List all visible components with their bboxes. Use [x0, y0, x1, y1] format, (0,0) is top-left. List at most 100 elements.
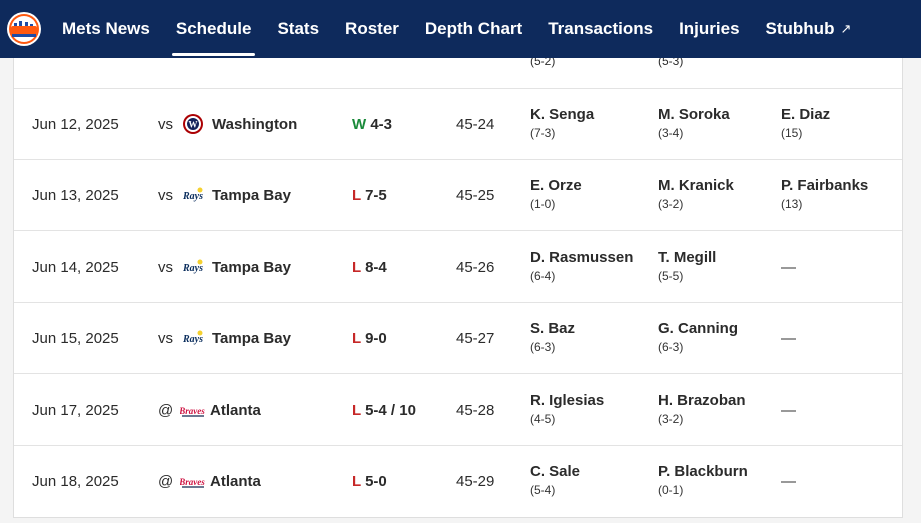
winning-pitcher-record: (6-3): [530, 340, 556, 354]
save-pitcher-name: P. Fairbanks: [781, 177, 869, 194]
nav-schedule[interactable]: Schedule: [171, 0, 256, 58]
external-link-icon: ↗: [840, 21, 852, 36]
opponent-name[interactable]: Tampa Bay: [212, 330, 291, 347]
game-date: Jun 13, 2025: [32, 187, 119, 204]
winning-pitcher-name: S. Baz: [530, 320, 576, 337]
result-indicator: L: [352, 259, 361, 276]
home-away-indicator: vs: [158, 330, 173, 347]
rays-logo-icon: Rays: [182, 330, 203, 345]
opponent-name[interactable]: Atlanta: [210, 473, 261, 490]
losing-pitcher-name: H. Brazoban: [658, 392, 746, 409]
score: 5-4 / 10: [365, 402, 416, 419]
game-result[interactable]: L 5-4 / 10: [352, 402, 416, 419]
home-away-indicator: vs: [158, 187, 173, 204]
mets-logo-icon[interactable]: [6, 11, 42, 47]
losing-pitcher-name: T. Megill: [658, 249, 717, 266]
save-pitcher-record: (15): [781, 126, 803, 140]
nav-stats[interactable]: Stats: [277, 19, 320, 38]
game-date: Jun 18, 2025: [32, 473, 119, 490]
losing-pitcher-record: (3-4): [658, 126, 684, 140]
team-record: 45-25: [456, 187, 495, 204]
rays-logo-icon: Rays: [182, 259, 203, 274]
nav-roster[interactable]: Roster: [345, 19, 399, 38]
svg-text:W: W: [189, 120, 198, 130]
table-row[interactable]: Jun 13, 2025 vs Rays Tampa Bay L 7-5 45-…: [14, 160, 902, 231]
opponent-name[interactable]: Washington: [212, 116, 298, 133]
winning-pitcher-name: D. Rasmussen: [530, 249, 634, 266]
table-row[interactable]: Jun 12, 2025 vs W Washington W 4-3 45-24…: [14, 89, 902, 160]
losing-pitcher-record: (0-1): [658, 483, 684, 497]
team-record: 45-27: [456, 330, 495, 347]
nav-transactions[interactable]: Transactions: [548, 19, 654, 38]
losing-pitcher-record: (6-3): [658, 340, 684, 354]
svg-text:Rays: Rays: [182, 334, 203, 345]
no-save-dash: —: [781, 330, 796, 347]
losing-pitcher[interactable]: H. Brazoban (3-2): [658, 392, 746, 426]
losing-pitcher[interactable]: T. Megill (5-5): [658, 249, 716, 283]
table-row[interactable]: Jun 15, 2025 vs Rays Tampa Bay L 9-0 45-…: [14, 303, 902, 374]
game-result[interactable]: L 9-0: [352, 330, 387, 347]
save-pitcher-name: E. Diaz: [781, 106, 831, 123]
losing-pitcher[interactable]: G. Canning (6-3): [658, 320, 738, 354]
game-result[interactable]: L 5-0: [352, 473, 387, 490]
svg-text:Braves: Braves: [180, 477, 205, 487]
winning-pitcher-record: (7-3): [530, 126, 556, 140]
home-away-indicator: vs: [158, 259, 173, 276]
no-save-dash: —: [781, 402, 796, 419]
team-record: 45-26: [456, 259, 495, 276]
game-date: Jun 12, 2025: [32, 116, 119, 133]
winning-pitcher[interactable]: D. Rasmussen (6-4): [530, 249, 633, 283]
winning-pitcher-name: R. Iglesias: [530, 392, 605, 409]
losing-pitcher[interactable]: M. Soroka (3-4): [658, 106, 730, 140]
winning-pitcher[interactable]: E. Orze (1-0): [530, 177, 582, 211]
winning-pitcher[interactable]: C. Sale (5-4): [530, 463, 580, 497]
losing-pitcher[interactable]: P. Blackburn (0-1): [658, 463, 748, 497]
top-nav: Mets News Schedule Stats Roster Depth Ch…: [0, 0, 921, 58]
score: 4-3: [370, 116, 393, 133]
score: 9-0: [365, 330, 387, 347]
nav-depth-chart[interactable]: Depth Chart: [424, 19, 523, 38]
game-result[interactable]: L 7-5: [352, 187, 387, 204]
opponent-name[interactable]: Atlanta: [210, 402, 261, 419]
opponent-name[interactable]: Tampa Bay: [212, 187, 291, 204]
save-pitcher[interactable]: P. Fairbanks (13): [781, 177, 868, 211]
nav-injuries[interactable]: Injuries: [679, 19, 740, 38]
braves-logo-icon: Braves: [180, 406, 205, 417]
winning-pitcher[interactable]: K. Senga (7-3): [530, 106, 594, 140]
nav-stubhub[interactable]: Stubhub ↗: [766, 0, 852, 58]
winning-pitcher-record: (6-4): [530, 269, 556, 283]
winning-pitcher-name: E. Orze: [530, 177, 582, 194]
game-date: Jun 14, 2025: [32, 259, 119, 276]
result-indicator: L: [352, 473, 361, 490]
team-record: 45-29: [456, 473, 495, 490]
opponent-name[interactable]: Tampa Bay: [212, 259, 291, 276]
table-row[interactable]: Jun 14, 2025 vs Rays Tampa Bay L 8-4 45-…: [14, 232, 902, 303]
no-save-dash: —: [781, 259, 796, 276]
result-indicator: L: [352, 330, 361, 347]
svg-text:Braves: Braves: [180, 406, 205, 416]
schedule-table: (5-2) (5-3) Jun 12, 2025 vs W Washington…: [13, 40, 903, 518]
table-row[interactable]: Jun 17, 2025 @ Braves Atlanta L 5-4 / 10…: [14, 375, 902, 446]
braves-logo-icon: Braves: [180, 477, 205, 488]
table-row[interactable]: Jun 18, 2025 @ Braves Atlanta L 5-0 45-2…: [14, 446, 902, 517]
team-record: 45-24: [456, 116, 495, 133]
game-result[interactable]: W 4-3: [352, 116, 392, 133]
game-date: Jun 17, 2025: [32, 402, 119, 419]
losing-pitcher[interactable]: M. Kranick (3-2): [658, 177, 734, 211]
no-save-dash: —: [781, 473, 796, 490]
winning-pitcher[interactable]: S. Baz (6-3): [530, 320, 575, 354]
home-away-indicator: @: [158, 473, 174, 490]
result-indicator: W: [352, 116, 367, 133]
rays-logo-icon: Rays: [182, 187, 203, 202]
game-result[interactable]: L 8-4: [352, 259, 387, 276]
home-away-indicator: vs: [158, 116, 173, 133]
score: 8-4: [365, 259, 387, 276]
winning-pitcher[interactable]: R. Iglesias (4-5): [530, 392, 604, 426]
nav-mets-news[interactable]: Mets News: [62, 19, 150, 38]
save-pitcher[interactable]: E. Diaz (15): [781, 106, 830, 140]
result-indicator: L: [352, 402, 361, 419]
losing-pitcher-record: (3-2): [658, 412, 684, 426]
home-away-indicator: @: [158, 402, 174, 419]
team-record: 45-28: [456, 402, 495, 419]
